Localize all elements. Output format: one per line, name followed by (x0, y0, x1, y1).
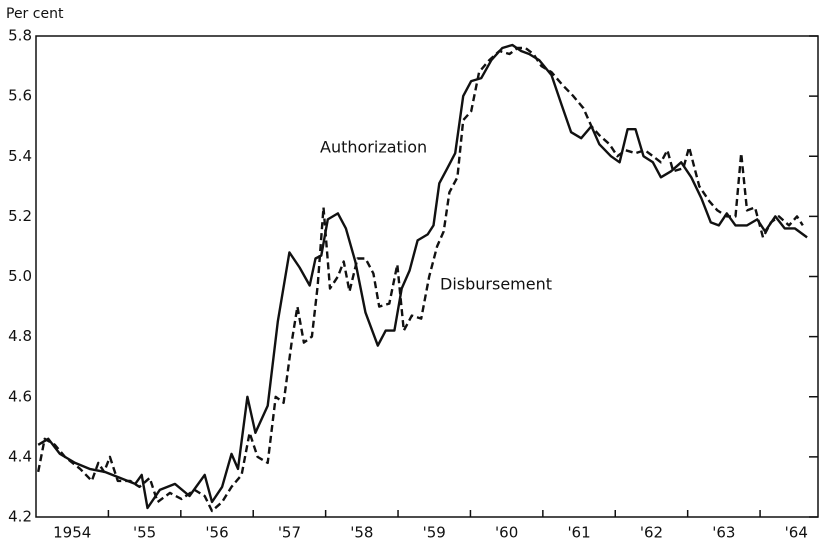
x-tick-label: '59 (423, 524, 446, 542)
x-tick-label: '64 (785, 524, 808, 542)
y-axis-label: Per cent (6, 6, 64, 22)
x-tick-label: '63 (712, 524, 735, 542)
y-tick-label: 5.0 (8, 267, 32, 285)
y-tick-label: 4.6 (8, 387, 32, 405)
y-tick-label: 5.2 (8, 207, 32, 225)
y-tick-label: 4.4 (8, 447, 32, 465)
plot-frame (35, 35, 819, 518)
y-tick-label: 5.6 (8, 87, 32, 105)
x-tick-label: '56 (205, 524, 228, 542)
y-tick-label: 4.2 (8, 508, 32, 526)
y-tick-label: 5.8 (8, 27, 32, 45)
x-tick-label: '60 (495, 524, 518, 542)
x-tick-label: 1954 (53, 524, 91, 542)
y-tick-label: 4.8 (8, 327, 32, 345)
series-line (37, 43, 808, 510)
y-tick-label: 5.4 (8, 147, 32, 165)
series-label: Authorization (320, 138, 427, 157)
series-label: Disbursement (440, 275, 552, 294)
series-line (37, 46, 804, 513)
x-tick-label: '62 (640, 524, 663, 542)
x-tick-label: '58 (350, 524, 373, 542)
x-tick-label: '57 (278, 524, 301, 542)
x-tick-label: '61 (567, 524, 590, 542)
x-tick-label: '55 (133, 524, 156, 542)
